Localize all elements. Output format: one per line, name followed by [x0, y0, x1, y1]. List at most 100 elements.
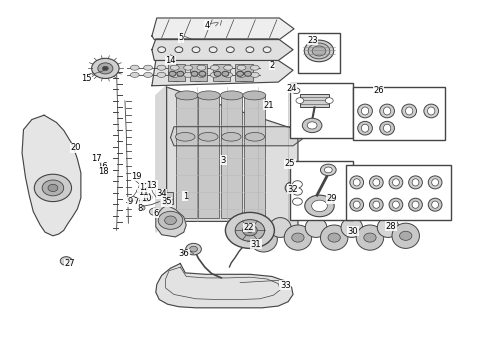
Ellipse shape [392, 201, 399, 208]
Bar [244, 95, 265, 218]
Text: 22: 22 [244, 223, 254, 232]
Text: 12: 12 [139, 183, 150, 192]
Bar [353, 87, 445, 140]
Ellipse shape [432, 201, 439, 208]
Polygon shape [152, 39, 293, 60]
Circle shape [293, 181, 302, 188]
Text: 19: 19 [131, 172, 142, 181]
Ellipse shape [197, 65, 206, 70]
Circle shape [175, 47, 183, 53]
Ellipse shape [353, 201, 360, 208]
Text: 27: 27 [64, 259, 75, 268]
Circle shape [199, 71, 206, 76]
Circle shape [158, 47, 166, 53]
Ellipse shape [432, 179, 439, 186]
Text: 3: 3 [221, 156, 226, 165]
Circle shape [48, 184, 58, 192]
Text: 21: 21 [263, 100, 274, 109]
Text: 16: 16 [97, 162, 107, 171]
Circle shape [102, 66, 108, 71]
Circle shape [42, 180, 64, 196]
Circle shape [225, 212, 274, 248]
Circle shape [34, 174, 72, 202]
Bar [176, 95, 197, 218]
Ellipse shape [409, 176, 422, 189]
Ellipse shape [171, 65, 179, 70]
Circle shape [305, 195, 334, 217]
Circle shape [139, 206, 145, 210]
Text: 24: 24 [286, 84, 297, 93]
Circle shape [137, 200, 143, 204]
Circle shape [143, 193, 149, 197]
Text: 7: 7 [134, 197, 139, 206]
Bar [198, 95, 219, 218]
Circle shape [292, 88, 300, 94]
Polygon shape [156, 205, 186, 237]
Ellipse shape [389, 176, 403, 189]
Ellipse shape [175, 132, 195, 141]
Ellipse shape [384, 124, 391, 132]
Ellipse shape [389, 198, 403, 211]
Circle shape [226, 47, 234, 53]
Ellipse shape [220, 91, 244, 100]
Circle shape [320, 164, 336, 176]
Bar [163, 192, 173, 204]
Polygon shape [156, 264, 293, 308]
Bar [213, 64, 230, 81]
Text: 8: 8 [137, 204, 142, 212]
Ellipse shape [236, 65, 252, 82]
Circle shape [237, 71, 244, 76]
Ellipse shape [405, 107, 413, 115]
Ellipse shape [428, 198, 442, 211]
Ellipse shape [380, 121, 394, 135]
Polygon shape [167, 87, 298, 232]
Bar [346, 165, 451, 220]
Circle shape [328, 233, 341, 242]
Circle shape [137, 189, 143, 193]
Ellipse shape [369, 198, 383, 211]
Ellipse shape [250, 227, 277, 252]
Ellipse shape [341, 217, 363, 238]
Polygon shape [171, 127, 306, 146]
Text: 17: 17 [91, 154, 101, 163]
Circle shape [304, 40, 334, 62]
Text: 9: 9 [127, 197, 132, 206]
Circle shape [222, 71, 229, 76]
Ellipse shape [284, 225, 312, 250]
Text: 23: 23 [307, 36, 318, 45]
Circle shape [325, 98, 333, 103]
Text: 15: 15 [81, 74, 92, 83]
Circle shape [302, 118, 322, 132]
Circle shape [257, 235, 270, 244]
Ellipse shape [392, 179, 399, 186]
Text: 20: 20 [71, 143, 81, 152]
Circle shape [209, 47, 217, 53]
Circle shape [308, 43, 330, 59]
Text: 18: 18 [98, 166, 109, 175]
Ellipse shape [362, 107, 369, 115]
Polygon shape [22, 115, 81, 236]
Ellipse shape [144, 72, 152, 77]
Polygon shape [152, 60, 293, 86]
Ellipse shape [157, 72, 166, 77]
Ellipse shape [350, 198, 364, 211]
Ellipse shape [130, 72, 139, 77]
Ellipse shape [221, 132, 241, 141]
Ellipse shape [412, 201, 419, 208]
Ellipse shape [214, 65, 229, 82]
Circle shape [245, 71, 251, 76]
Bar [290, 161, 353, 220]
Circle shape [169, 71, 176, 76]
Text: 29: 29 [326, 194, 337, 203]
Ellipse shape [184, 65, 193, 70]
Circle shape [296, 98, 304, 103]
Ellipse shape [369, 176, 383, 189]
Text: 11: 11 [138, 188, 148, 197]
Ellipse shape [157, 65, 166, 70]
Circle shape [158, 211, 183, 229]
Circle shape [399, 231, 412, 240]
Ellipse shape [210, 72, 219, 77]
Ellipse shape [392, 223, 419, 248]
Ellipse shape [350, 176, 364, 189]
Circle shape [165, 216, 176, 225]
